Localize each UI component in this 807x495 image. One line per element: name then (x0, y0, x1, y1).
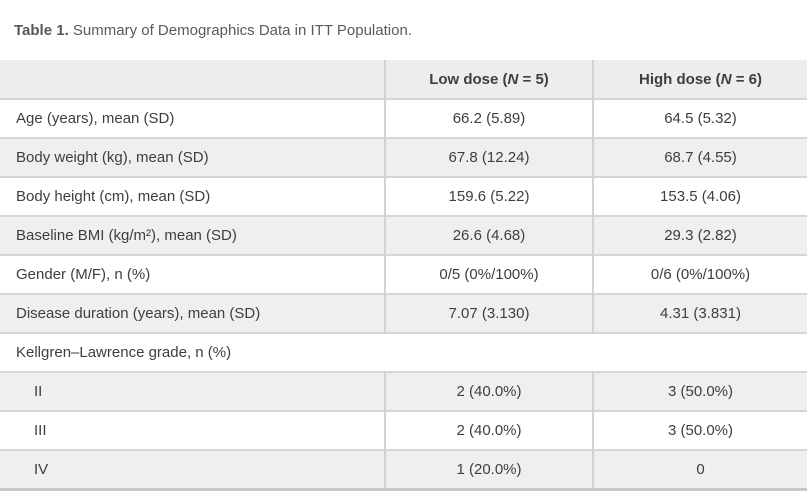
low-dose-value-cell: 67.8 (12.24) (384, 138, 593, 177)
low-dose-header-prefix: Low dose ( (429, 70, 508, 88)
table-row-gender: Gender (M/F), n (%) 0/5 (0%/100%) 0/6 (0… (0, 255, 807, 294)
table-body: Age (years), mean (SD) 66.2 (5.89) 64.5 … (0, 99, 807, 489)
high-dose-value-cell: 0 (592, 450, 807, 489)
row-label-cell: Disease duration (years), mean (SD) (16, 305, 261, 322)
table-row-body-weight: Body weight (kg), mean (SD) 67.8 (12.24)… (0, 138, 807, 177)
table-caption-number: Table 1. (14, 22, 69, 39)
high-dose-value-cell: 3 (50.0%) (592, 372, 807, 411)
header-cell-low-dose: Low dose (N = 5) (384, 60, 593, 99)
high-dose-value-cell: 29.3 (2.82) (592, 216, 807, 255)
low-dose-header-suffix: = 5) (518, 70, 549, 88)
table-row-grade-3: III 2 (40.0%) 3 (50.0%) (0, 411, 807, 450)
high-dose-value-cell: 68.7 (4.55) (592, 138, 807, 177)
table-row-baseline-bmi: Baseline BMI (kg/m²), mean (SD) 26.6 (4.… (0, 216, 807, 255)
row-label-cell: Age (years), mean (SD) (16, 110, 175, 127)
row-label-cell: Body weight (kg), mean (SD) (16, 149, 209, 166)
table-row-grade-4: IV 1 (20.0%) 0 (0, 450, 807, 489)
row-label-cell: Body height (cm), mean (SD) (16, 188, 211, 205)
table-row-kellgren-lawrence-group: Kellgren–Lawrence grade, n (%) (0, 333, 807, 372)
low-dose-value-cell: 2 (40.0%) (384, 372, 593, 411)
high-dose-value-cell: 4.31 (3.831) (592, 294, 807, 333)
table-row-body-height: Body height (cm), mean (SD) 159.6 (5.22)… (0, 177, 807, 216)
table-caption: Table 1. Summary of Demographics Data in… (0, 0, 807, 60)
low-dose-value-cell: 159.6 (5.22) (384, 177, 593, 216)
low-dose-value-cell: 26.6 (4.68) (384, 216, 593, 255)
low-dose-value-cell: 66.2 (5.89) (384, 99, 593, 138)
high-dose-value-cell: 64.5 (5.32) (592, 99, 807, 138)
high-dose-header-prefix: High dose ( (639, 70, 721, 88)
high-dose-value-cell: 0/6 (0%/100%) (592, 255, 807, 294)
high-dose-header-suffix: = 6) (731, 70, 762, 88)
low-dose-header-n: N (507, 70, 519, 88)
high-dose-value-cell: 153.5 (4.06) (592, 177, 807, 216)
row-label-cell: III (34, 422, 47, 439)
table-row-age: Age (years), mean (SD) 66.2 (5.89) 64.5 … (0, 99, 807, 138)
high-dose-value-cell: 3 (50.0%) (592, 411, 807, 450)
demographics-table: Low dose (N = 5) High dose (N = 6) Age (… (0, 60, 807, 491)
header-cell-high-dose: High dose (N = 6) (592, 60, 807, 99)
header-row: Low dose (N = 5) High dose (N = 6) (0, 60, 807, 99)
high-dose-header-n: N (720, 70, 732, 88)
low-dose-value-cell: 7.07 (3.130) (384, 294, 593, 333)
row-label-cell: II (34, 383, 43, 400)
low-dose-value-cell: 0/5 (0%/100%) (384, 255, 593, 294)
low-dose-value-cell: 2 (40.0%) (384, 411, 593, 450)
table-caption-text: Summary of Demographics Data in ITT Popu… (68, 22, 412, 39)
row-group-label-cell: Kellgren–Lawrence grade, n (%) (16, 344, 232, 361)
row-label-cell: Gender (M/F), n (%) (16, 266, 151, 283)
header-cell-empty (0, 60, 385, 99)
low-dose-value-cell: 1 (20.0%) (384, 450, 593, 489)
table-header: Low dose (N = 5) High dose (N = 6) (0, 60, 807, 99)
table-row-grade-2: II 2 (40.0%) 3 (50.0%) (0, 372, 807, 411)
table-row-disease-duration: Disease duration (years), mean (SD) 7.07… (0, 294, 807, 333)
row-label-cell: IV (34, 460, 49, 478)
row-label-cell: Baseline BMI (kg/m²), mean (SD) (16, 227, 237, 244)
